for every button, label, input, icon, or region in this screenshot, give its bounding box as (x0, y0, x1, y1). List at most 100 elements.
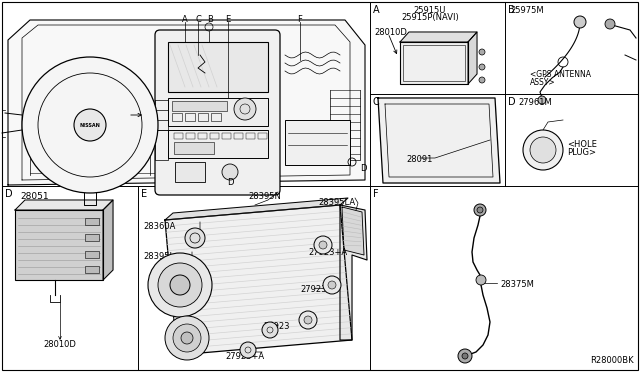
Text: 28395N: 28395N (248, 192, 281, 201)
Text: 27923+A: 27923+A (308, 248, 347, 257)
Text: A: A (373, 5, 380, 15)
Bar (168, 42, 268, 92)
Text: 25915P(NAVI): 25915P(NAVI) (401, 13, 459, 22)
Circle shape (479, 77, 485, 83)
Circle shape (173, 324, 201, 352)
Circle shape (474, 204, 486, 216)
Bar (85, 251, 99, 258)
Bar (168, 130, 268, 158)
Polygon shape (165, 198, 348, 220)
Text: 28395L: 28395L (143, 252, 174, 261)
Text: 27923: 27923 (263, 322, 289, 331)
Polygon shape (340, 205, 367, 340)
Circle shape (314, 236, 332, 254)
Bar (175, 162, 205, 182)
Polygon shape (468, 32, 477, 84)
Bar (186, 133, 195, 139)
Polygon shape (103, 200, 113, 280)
Text: ASSY>: ASSY> (530, 78, 556, 87)
Text: C: C (373, 97, 380, 107)
Circle shape (605, 19, 615, 29)
Circle shape (74, 109, 106, 141)
Text: A: A (182, 15, 188, 24)
Circle shape (462, 353, 468, 359)
Circle shape (479, 49, 485, 55)
Circle shape (477, 207, 483, 213)
Bar (210, 133, 219, 139)
Polygon shape (400, 32, 477, 42)
Text: 25915U: 25915U (414, 6, 446, 15)
Circle shape (328, 281, 336, 289)
Polygon shape (8, 20, 365, 185)
Circle shape (538, 96, 546, 104)
Text: 28010D: 28010D (374, 28, 407, 37)
Bar (168, 98, 268, 126)
Circle shape (240, 342, 256, 358)
Text: 28051: 28051 (20, 192, 49, 201)
Text: D: D (5, 189, 13, 199)
Text: E: E (225, 15, 230, 24)
Bar (15, 210, 103, 280)
Bar (85, 266, 99, 273)
Bar (174, 133, 183, 139)
Circle shape (479, 64, 485, 70)
Bar (211, 113, 221, 121)
Text: R28000BK: R28000BK (590, 356, 634, 365)
Circle shape (299, 311, 317, 329)
Circle shape (234, 98, 256, 120)
Text: F: F (298, 15, 303, 24)
Circle shape (574, 16, 586, 28)
Circle shape (170, 275, 190, 295)
Text: 28010D: 28010D (44, 340, 76, 349)
Text: E: E (141, 189, 147, 199)
Text: D: D (227, 178, 233, 187)
Bar (222, 133, 231, 139)
Text: NISSAN: NISSAN (79, 122, 100, 128)
Text: <HOLE: <HOLE (567, 140, 597, 149)
Circle shape (185, 228, 205, 248)
Text: 28091: 28091 (407, 155, 433, 164)
Polygon shape (165, 205, 352, 355)
Bar (198, 133, 207, 139)
Text: B: B (508, 5, 515, 15)
Bar (400, 42, 468, 84)
Text: B: B (207, 15, 213, 24)
Bar (285, 120, 350, 165)
Text: <GPS ANTENNA: <GPS ANTENNA (530, 70, 591, 79)
Bar (172, 101, 227, 111)
Circle shape (165, 316, 209, 360)
Bar (246, 133, 255, 139)
Polygon shape (378, 98, 500, 183)
Circle shape (523, 130, 563, 170)
Text: 27923+A: 27923+A (225, 352, 264, 361)
Text: 27923: 27923 (300, 285, 326, 294)
Circle shape (323, 276, 341, 294)
Circle shape (304, 316, 312, 324)
Bar (185, 113, 195, 121)
Bar (258, 133, 267, 139)
Bar (198, 113, 208, 121)
FancyBboxPatch shape (155, 30, 280, 195)
Text: D: D (508, 97, 516, 107)
Bar (85, 234, 99, 241)
Polygon shape (342, 207, 364, 255)
Bar (234, 133, 243, 139)
Text: 27961M: 27961M (518, 98, 552, 107)
Polygon shape (15, 200, 113, 210)
Circle shape (530, 137, 556, 163)
Text: D: D (360, 164, 367, 173)
Circle shape (222, 164, 238, 180)
Circle shape (458, 349, 472, 363)
Text: C: C (195, 15, 201, 24)
Circle shape (181, 332, 193, 344)
Circle shape (148, 253, 212, 317)
Circle shape (158, 263, 202, 307)
Circle shape (476, 275, 486, 285)
Bar (403, 45, 465, 81)
Circle shape (262, 322, 278, 338)
Bar (174, 142, 214, 154)
Text: 28360A: 28360A (143, 222, 175, 231)
Text: 28375M: 28375M (500, 280, 534, 289)
Bar (172, 113, 182, 121)
Text: PLUG>: PLUG> (567, 148, 596, 157)
